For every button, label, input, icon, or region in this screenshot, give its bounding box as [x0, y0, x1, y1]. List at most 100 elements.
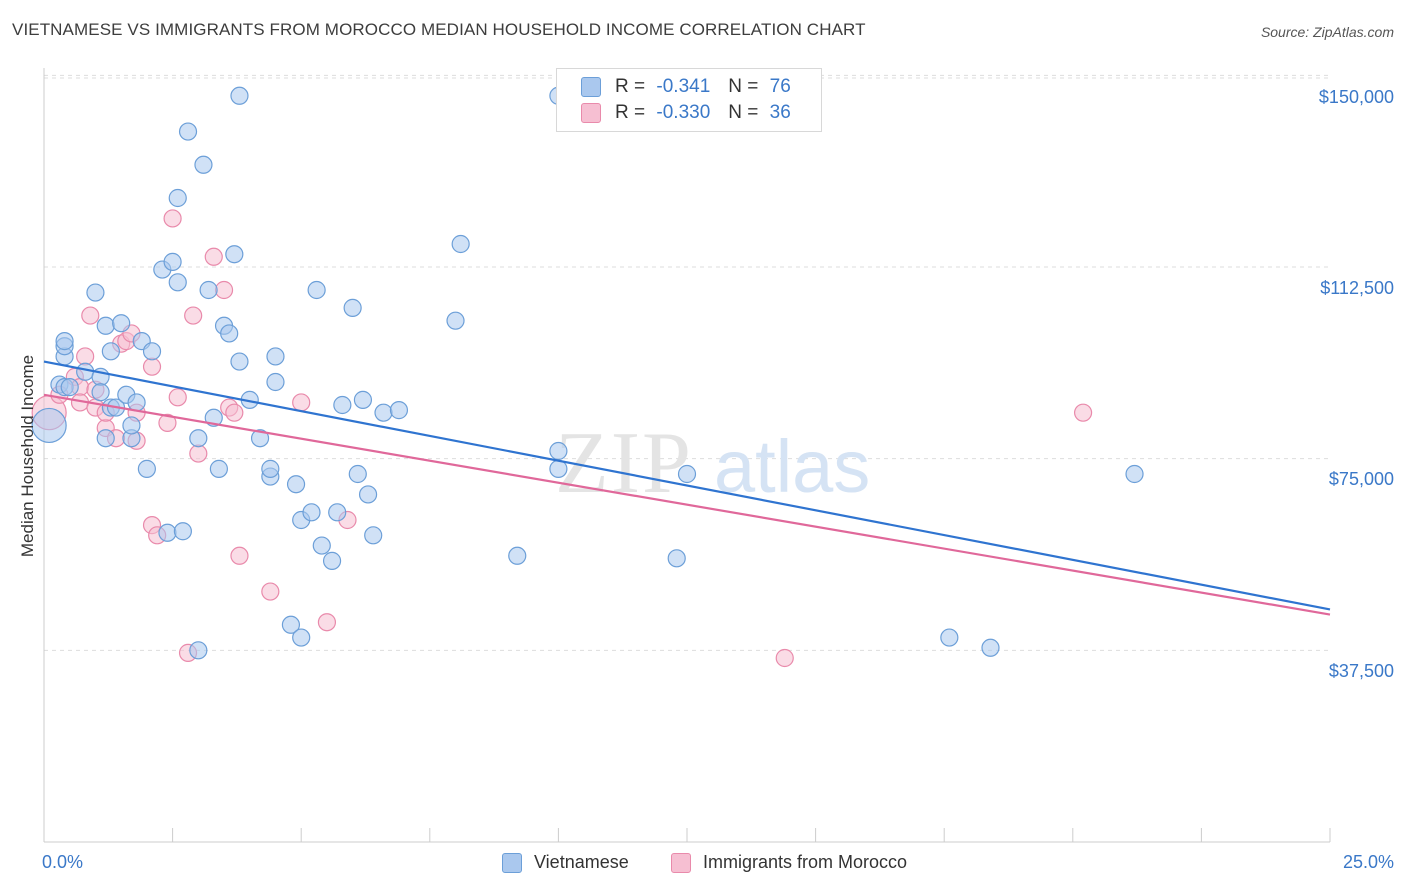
point-vietnamese — [281, 615, 301, 634]
point-morocco — [163, 209, 182, 228]
trend-lines — [43, 360, 1331, 616]
chart-title: VIETNAMESE VS IMMIGRANTS FROM MOROCCO ME… — [12, 20, 866, 39]
series-vietnamese-points — [31, 86, 1144, 660]
point-vietnamese — [96, 316, 115, 335]
legend-swatch-blue — [581, 77, 601, 97]
point-vietnamese — [266, 372, 285, 392]
point-vietnamese — [163, 252, 182, 271]
point-morocco — [214, 280, 234, 300]
point-vietnamese — [230, 352, 249, 371]
point-vietnamese — [96, 429, 115, 448]
point-vietnamese — [209, 459, 228, 478]
n-label: N = — [728, 76, 759, 97]
n-label: N = — [728, 102, 759, 123]
point-vietnamese — [322, 551, 342, 570]
legend-swatch-blue — [502, 852, 522, 873]
point-vietnamese — [981, 638, 1000, 657]
n-value: 76 — [769, 76, 791, 97]
point-vietnamese — [451, 234, 470, 254]
n-value: 36 — [769, 102, 791, 123]
legend-swatch-pink — [581, 103, 601, 123]
point-vietnamese — [446, 311, 465, 330]
watermark-atlas: atlas — [714, 425, 870, 508]
stats-legend-row-morocco: R = -0.330 N = 36 — [581, 100, 791, 126]
point-vietnamese — [112, 314, 131, 333]
point-vietnamese — [76, 362, 95, 381]
trend-line-morocco — [43, 393, 1331, 616]
point-vietnamese — [358, 485, 378, 504]
point-vietnamese — [55, 332, 74, 351]
point-vietnamese — [286, 475, 306, 494]
point-morocco — [184, 306, 203, 325]
point-vietnamese — [307, 280, 326, 300]
y-tick-label-75000: $75,000 — [1328, 469, 1394, 489]
point-morocco — [158, 413, 177, 432]
point-vietnamese — [940, 628, 959, 647]
point-vietnamese — [168, 273, 187, 292]
r-label: R = — [615, 76, 646, 97]
point-vietnamese — [364, 526, 383, 545]
series-legend: Vietnamese Immigrants from Morocco — [0, 852, 1406, 878]
point-morocco — [775, 648, 794, 668]
point-vietnamese — [328, 503, 347, 522]
point-vietnamese — [173, 522, 192, 541]
r-value: -0.330 — [656, 102, 711, 123]
trend-line-vietnamese — [43, 360, 1331, 611]
y-tick-label-150000: $150,000 — [1318, 87, 1394, 107]
point-vietnamese — [31, 407, 67, 444]
point-vietnamese — [389, 401, 409, 420]
point-vietnamese — [1125, 464, 1144, 484]
source-label: Source: ZipAtlas.com — [1260, 24, 1394, 40]
point-vietnamese — [292, 628, 311, 647]
point-vietnamese — [168, 188, 187, 208]
point-vietnamese — [225, 245, 244, 264]
point-vietnamese — [137, 459, 156, 478]
point-vietnamese — [189, 429, 208, 448]
point-morocco — [317, 613, 337, 632]
axes — [43, 68, 1331, 843]
r-value: -0.341 — [656, 76, 711, 97]
point-vietnamese — [508, 546, 527, 565]
stats-legend-row-vietnamese: R = -0.341 N = 76 — [581, 74, 791, 100]
point-morocco — [168, 388, 187, 407]
point-vietnamese — [199, 280, 218, 300]
point-morocco — [189, 444, 208, 463]
point-vietnamese — [312, 536, 331, 555]
point-vietnamese — [348, 464, 367, 484]
watermark: ZIP atlas — [555, 415, 870, 512]
point-vietnamese — [178, 122, 198, 141]
point-morocco — [1073, 403, 1093, 422]
x-tick-label-min: 0.0% — [42, 852, 84, 872]
point-morocco — [204, 247, 223, 266]
point-vietnamese — [333, 395, 352, 415]
legend-label-vietnamese: Vietnamese — [534, 852, 629, 872]
point-vietnamese — [142, 342, 162, 361]
point-vietnamese — [189, 641, 208, 660]
point-vietnamese — [266, 347, 285, 366]
point-vietnamese — [86, 283, 105, 302]
legend-item-morocco[interactable]: Immigrants from Morocco — [671, 852, 907, 873]
point-vietnamese — [549, 441, 568, 461]
point-morocco — [225, 403, 244, 422]
point-vietnamese — [122, 416, 141, 435]
legend-item-vietnamese[interactable]: Vietnamese — [502, 852, 629, 873]
point-morocco — [81, 306, 100, 325]
point-vietnamese — [158, 523, 177, 542]
r-label: R = — [615, 102, 646, 123]
y-tick-label-37500: $37,500 — [1328, 661, 1394, 681]
point-vietnamese — [220, 324, 239, 343]
point-vietnamese — [127, 393, 146, 412]
point-morocco — [230, 546, 249, 565]
point-vietnamese — [230, 86, 249, 105]
point-morocco — [76, 347, 95, 366]
point-vietnamese — [60, 378, 79, 397]
point-vietnamese — [250, 429, 270, 448]
point-vietnamese — [194, 155, 213, 174]
point-vietnamese — [667, 549, 686, 568]
y-axis-title: Median Household Income — [18, 354, 37, 558]
point-morocco — [292, 393, 311, 412]
point-vietnamese — [677, 464, 697, 484]
x-tick-label-max: 25.0% — [1342, 852, 1394, 872]
point-vietnamese — [302, 503, 321, 522]
point-vietnamese — [374, 403, 393, 422]
